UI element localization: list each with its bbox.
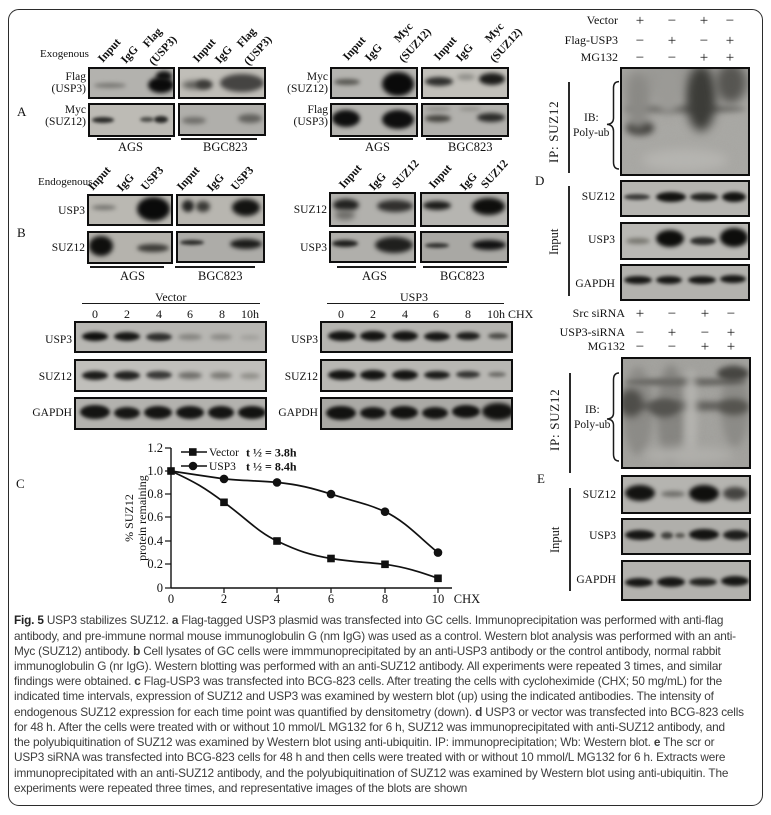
svg-text:0: 0 (157, 581, 163, 595)
svg-text:0.8: 0.8 (147, 487, 163, 501)
svg-text:protein remaining: protein remaining (135, 475, 149, 561)
svg-text:0.4: 0.4 (147, 534, 163, 548)
svg-text:0.6: 0.6 (147, 510, 163, 524)
svg-text:8: 8 (382, 592, 388, 606)
svg-text:10: 10 (432, 592, 445, 606)
svg-text:6: 6 (328, 592, 334, 606)
svg-text:1.0: 1.0 (147, 464, 163, 478)
svg-text:2: 2 (221, 592, 227, 606)
svg-text:t ½ = 8.4h: t ½ = 8.4h (246, 460, 297, 474)
svg-text:Vector: Vector (209, 447, 239, 459)
svg-text:USP3: USP3 (209, 461, 236, 473)
svg-text:CHX: CHX (454, 592, 480, 606)
svg-text:% SUZ12: % SUZ12 (122, 494, 136, 542)
svg-text:0.2: 0.2 (147, 557, 163, 571)
svg-text:1.2: 1.2 (147, 441, 163, 455)
svg-text:4: 4 (274, 592, 281, 606)
svg-text:0: 0 (168, 592, 174, 606)
svg-text:t ½ = 3.8h: t ½ = 3.8h (246, 446, 297, 460)
